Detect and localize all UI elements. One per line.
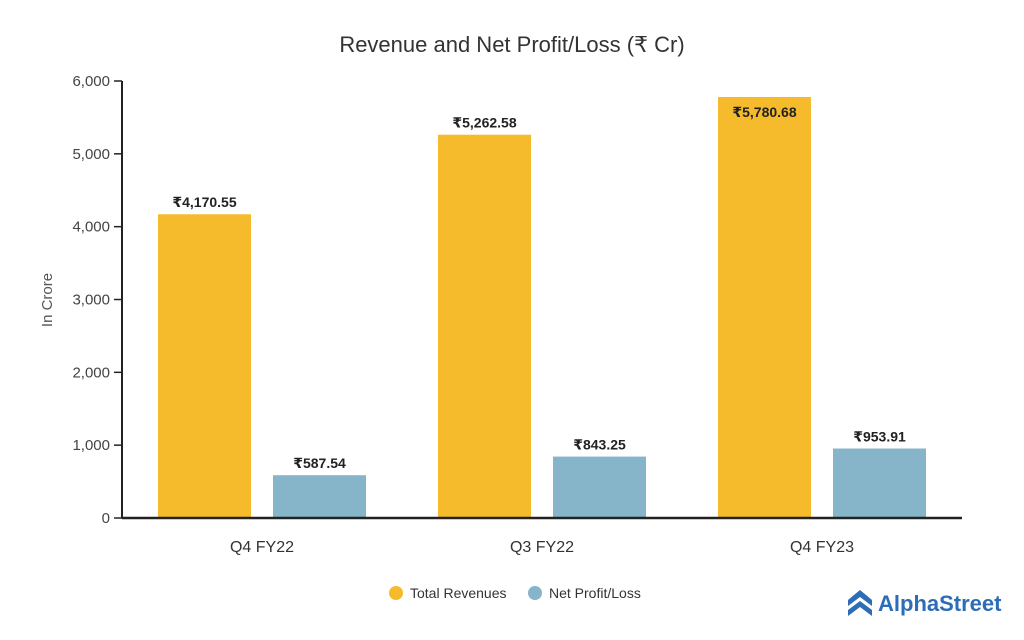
legend-swatch — [389, 586, 403, 600]
bar-total-revenues — [718, 96, 811, 518]
brand-name: AlphaStreet — [878, 591, 1002, 616]
data-label: ₹5,262.58 — [452, 115, 516, 131]
y-tick-label: 1,000 — [72, 437, 110, 454]
bar-net-profit-loss — [553, 456, 646, 518]
x-category-label: Q4 FY22 — [230, 539, 294, 556]
y-tick-label: 4,000 — [72, 219, 110, 236]
data-label: ₹4,170.55 — [172, 194, 236, 210]
x-axis-categories: Q4 FY22 Q3 FY22 Q4 FY23 — [230, 539, 854, 556]
y-tick-label: 5,000 — [72, 146, 110, 163]
bar-total-revenues — [158, 214, 251, 518]
data-label: ₹587.54 — [293, 455, 346, 471]
data-label: ₹5,780.68 — [732, 104, 796, 120]
x-category-label: Q3 FY22 — [510, 539, 574, 556]
bar-net-profit-loss — [273, 475, 366, 518]
alphastreet-logo-icon — [848, 590, 872, 616]
data-label: ₹843.25 — [573, 437, 626, 453]
y-tick-label: 0 — [102, 510, 110, 527]
y-tick-label: 6,000 — [72, 73, 110, 90]
legend-swatch — [528, 586, 542, 600]
brand-logo: AlphaStreet — [848, 590, 1002, 616]
bar-net-profit-loss — [833, 448, 926, 518]
bars-group — [158, 96, 926, 519]
legend: Total Revenues Net Profit/Loss — [389, 585, 641, 601]
legend-label: Total Revenues — [410, 585, 507, 601]
bar-total-revenues — [438, 134, 531, 519]
y-tick-label: 3,000 — [72, 292, 110, 309]
data-label: ₹953.91 — [853, 429, 906, 445]
y-axis-label: In Crore — [39, 273, 56, 327]
data-labels-group: ₹4,170.55 ₹587.54 ₹5,262.58 ₹843.25 ₹5,780.6… — [172, 104, 906, 471]
legend-label: Net Profit/Loss — [549, 585, 641, 601]
y-tick-label: 2,000 — [72, 364, 110, 381]
axes-group — [121, 81, 962, 520]
chart-title: Revenue and Net Profit/Loss (₹ Cr) — [339, 32, 684, 57]
y-axis-ticks: 0 1,000 2,000 3,000 4,000 5,000 6,000 — [72, 73, 122, 527]
x-category-label: Q4 FY23 — [790, 539, 854, 556]
